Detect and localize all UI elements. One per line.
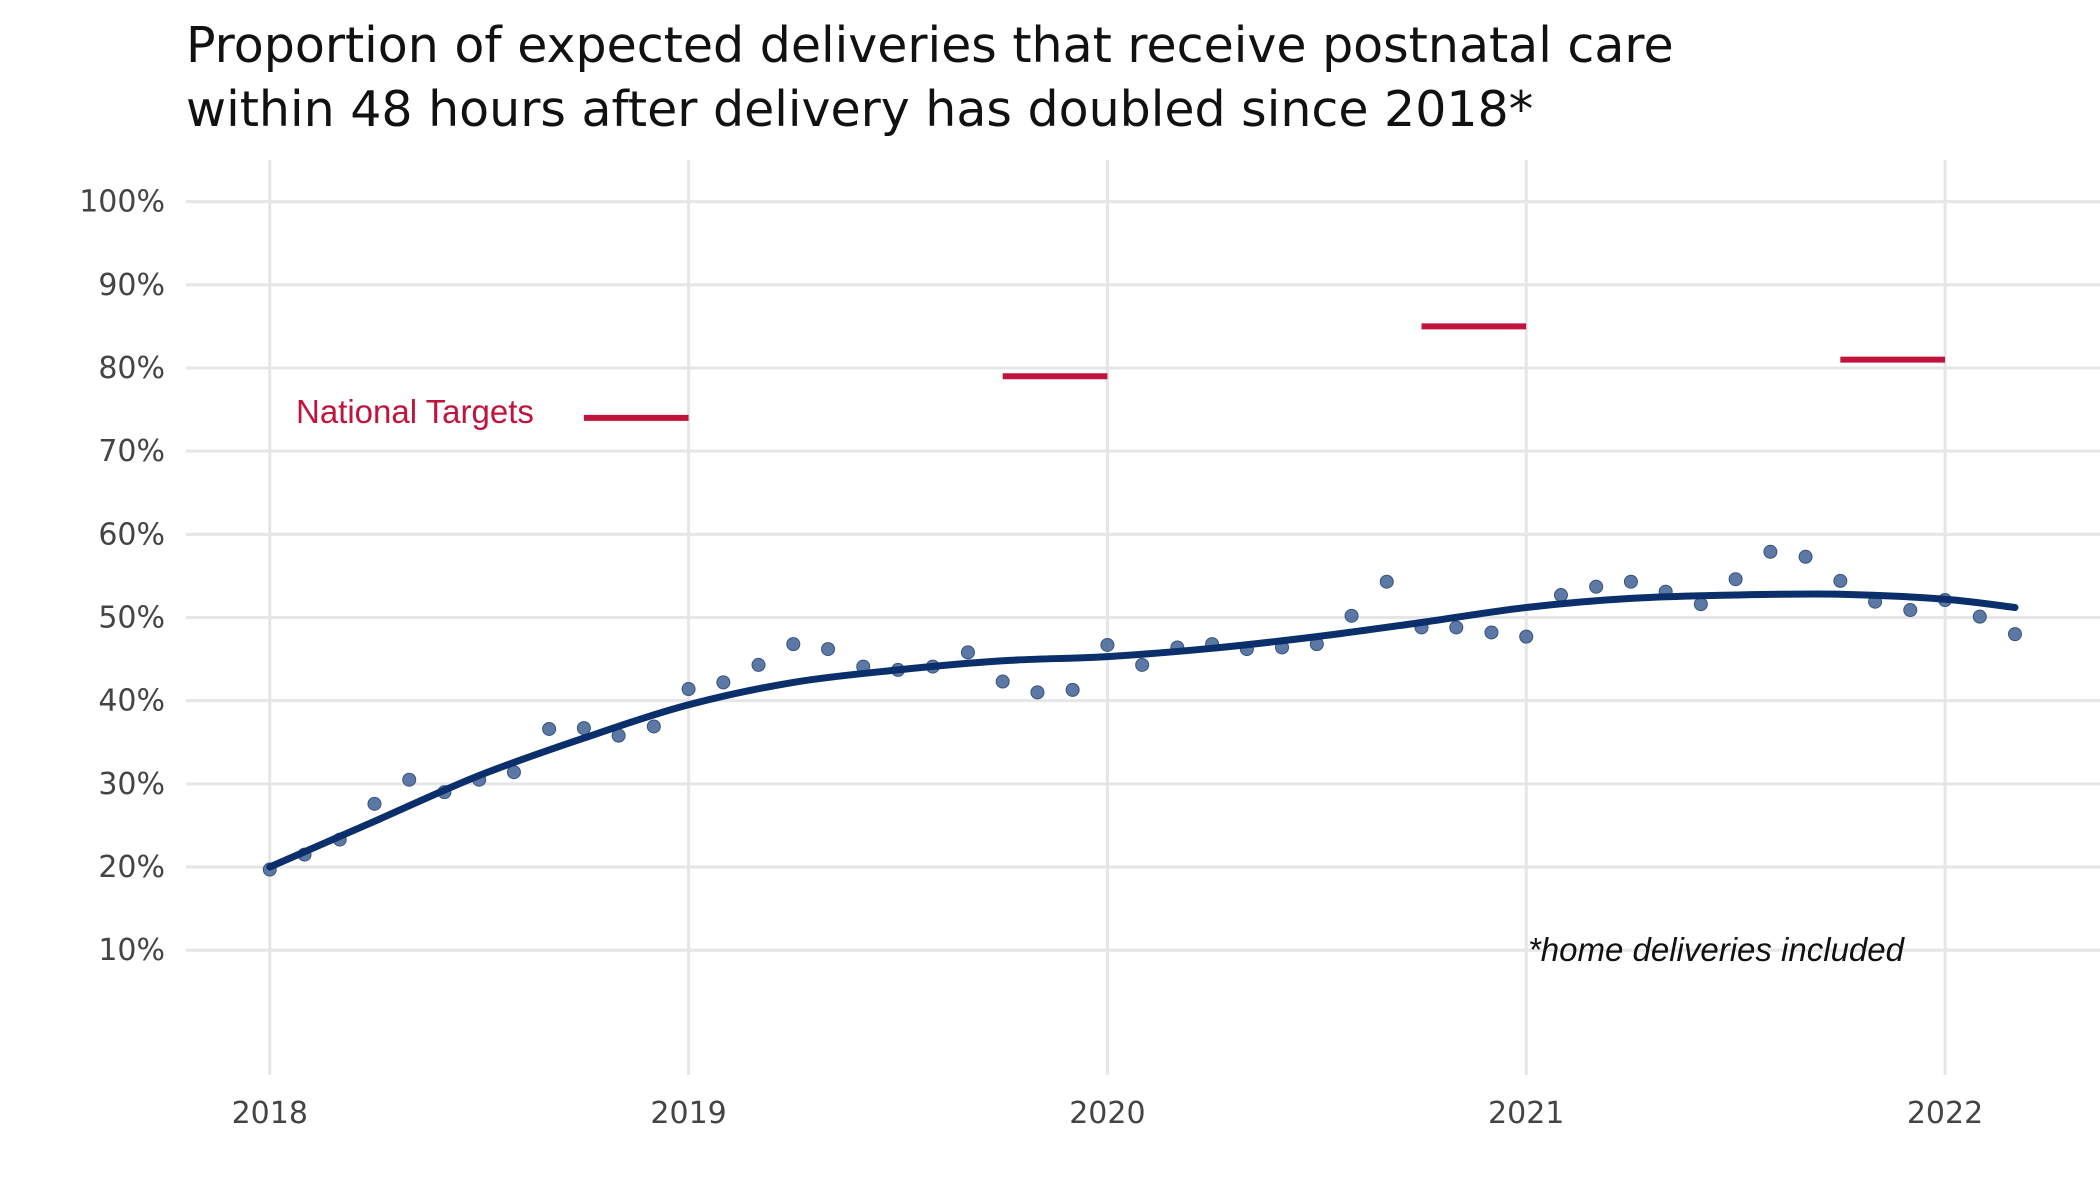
x-tick-label: 2019 <box>650 1096 726 1131</box>
data-point <box>1798 549 1813 564</box>
data-point <box>751 657 766 672</box>
y-axis-ticks: 10% 20% 30% 40% 50% 60% 70% 80% 90% 100% <box>79 185 165 969</box>
footnote: *home deliveries included <box>1528 931 1906 968</box>
data-point <box>1903 603 1918 618</box>
y-tick-label: 60% <box>98 517 165 552</box>
data-point <box>1449 620 1464 635</box>
data-point <box>646 719 661 734</box>
data-point <box>821 642 836 657</box>
data-point <box>576 721 591 736</box>
y-tick-label: 90% <box>98 268 165 303</box>
x-axis-ticks: 2018 2019 2020 2021 2022 <box>232 1096 1984 1131</box>
data-point <box>716 675 731 690</box>
data-point <box>1100 637 1115 652</box>
data-point <box>1519 629 1534 644</box>
national-targets <box>583 323 1946 421</box>
data-point <box>542 721 557 736</box>
y-tick-label: 20% <box>98 850 165 885</box>
title-line-2: within 48 hours after delivery has doubl… <box>186 81 1534 138</box>
data-point <box>2007 627 2022 642</box>
data-point <box>681 682 696 697</box>
data-point <box>1763 544 1778 559</box>
chart-title: Proportion of expected deliveries that r… <box>186 14 1674 142</box>
data-point <box>1379 574 1394 589</box>
y-tick-label: 10% <box>98 933 165 968</box>
data-point <box>1344 608 1359 623</box>
y-tick-label: 80% <box>98 351 165 386</box>
title-line-1: Proportion of expected deliveries that r… <box>186 17 1674 74</box>
data-point <box>960 645 975 660</box>
data-point <box>1135 657 1150 672</box>
y-tick-label: 30% <box>98 767 165 802</box>
national-targets-label: National Targets <box>296 393 534 430</box>
y-tick-label: 50% <box>98 601 165 636</box>
data-point <box>786 637 801 652</box>
y-tick-label: 100% <box>79 185 165 220</box>
x-tick-label: 2020 <box>1069 1096 1145 1131</box>
grid <box>186 160 2100 1075</box>
data-point <box>1833 573 1848 588</box>
data-point <box>1030 685 1045 700</box>
data-point <box>1553 588 1568 603</box>
y-tick-label: 40% <box>98 684 165 719</box>
data-point <box>367 796 382 811</box>
data-point <box>1693 597 1708 612</box>
x-tick-label: 2022 <box>1907 1096 1983 1131</box>
data-point <box>1623 574 1638 589</box>
y-tick-label: 70% <box>98 434 165 469</box>
trend-line <box>266 590 2019 871</box>
data-point <box>995 674 1010 689</box>
data-point <box>1589 579 1604 594</box>
x-tick-label: 2018 <box>232 1096 308 1131</box>
data-point <box>1728 572 1743 587</box>
data-point <box>1065 682 1080 697</box>
data-point <box>1972 609 1987 624</box>
data-point <box>402 772 417 787</box>
data-point <box>1484 625 1499 640</box>
trend-line-group <box>266 590 2019 871</box>
data-points <box>262 544 2022 877</box>
x-tick-label: 2021 <box>1488 1096 1564 1131</box>
